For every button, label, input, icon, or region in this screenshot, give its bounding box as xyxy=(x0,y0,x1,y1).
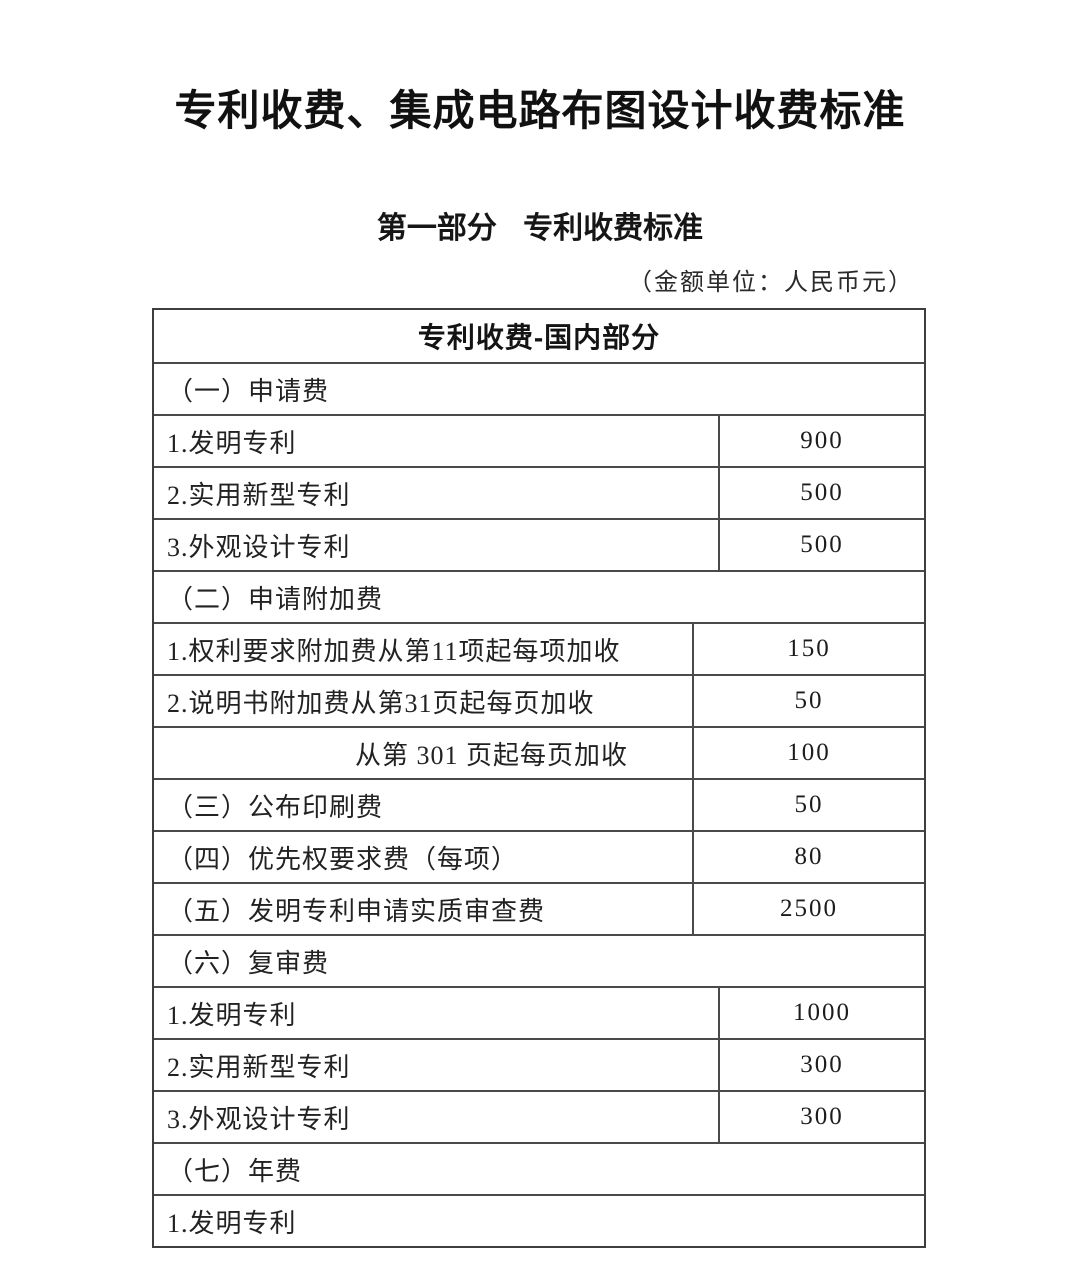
section-title: 第一部分 专利收费标准 xyxy=(376,212,704,245)
row-value: 100 xyxy=(787,739,831,766)
row-label: （一）申请费 xyxy=(167,376,330,406)
table-header-row: 专利收费-国内部分 xyxy=(154,310,924,362)
row-label: 2.实用新型专利 xyxy=(154,1040,720,1090)
table-row: （五）发明专利申请实质审查费 2500 xyxy=(154,882,924,934)
row-value: 80 xyxy=(794,843,824,870)
table-row: 1.发明专利 xyxy=(154,1194,924,1246)
table-row: （三）公布印刷费 50 xyxy=(154,778,924,830)
unit-note: （金额单位：人民币元） xyxy=(628,270,914,296)
table-row: 2.实用新型专利 300 xyxy=(154,1038,924,1090)
row-label: （六）复审费 xyxy=(167,948,330,978)
row-label: （五）发明专利申请实质审查费 xyxy=(154,884,694,934)
row-label: 1.发明专利 xyxy=(167,1208,297,1238)
table-row: （四）优先权要求费（每项） 80 xyxy=(154,830,924,882)
table-row: 3.外观设计专利 300 xyxy=(154,1090,924,1142)
row-label: 1.发明专利 xyxy=(154,416,720,466)
row-value: 1000 xyxy=(793,999,851,1026)
row-label: 3.外观设计专利 xyxy=(154,1092,720,1142)
row-value: 50 xyxy=(794,687,824,714)
table-row: 3.外观设计专利 500 xyxy=(154,518,924,570)
table-row: 1.发明专利 900 xyxy=(154,414,924,466)
row-label: 3.外观设计专利 xyxy=(154,520,720,570)
fee-table: 专利收费-国内部分 （一）申请费 1.发明专利 900 2.实用新型专利 500… xyxy=(152,308,926,1248)
row-value: 500 xyxy=(800,531,844,558)
table-row: （六）复审费 xyxy=(154,934,924,986)
table-row: 1.权利要求附加费从第11项起每项加收 150 xyxy=(154,622,924,674)
row-label: 1.权利要求附加费从第11项起每项加收 xyxy=(154,624,694,674)
row-value: 2500 xyxy=(780,895,838,922)
table-row: 2.实用新型专利 500 xyxy=(154,466,924,518)
row-value: 150 xyxy=(787,635,831,662)
row-label: 1.发明专利 xyxy=(154,988,720,1038)
row-label: （二）申请附加费 xyxy=(167,584,384,614)
row-value: 500 xyxy=(800,479,844,506)
table-row: 从第 301 页起每页加收 100 xyxy=(154,726,924,778)
table-row: 1.发明专利 1000 xyxy=(154,986,924,1038)
row-label: 从第 301 页起每页加收 xyxy=(154,728,694,778)
row-label: 2.说明书附加费从第31页起每页加收 xyxy=(154,676,694,726)
row-label: 2.实用新型专利 xyxy=(154,468,720,518)
row-value: 300 xyxy=(800,1051,844,1078)
row-label: （四）优先权要求费（每项） xyxy=(154,832,694,882)
table-row: （七）年费 xyxy=(154,1142,924,1194)
table-row: 2.说明书附加费从第31页起每页加收 50 xyxy=(154,674,924,726)
row-label: （七）年费 xyxy=(167,1156,303,1186)
row-value: 50 xyxy=(794,791,824,818)
row-value: 900 xyxy=(800,427,844,454)
row-value: 300 xyxy=(800,1103,844,1130)
document-title: 专利收费、集成电路布图设计收费标准 xyxy=(174,87,906,134)
table-row: （二）申请附加费 xyxy=(154,570,924,622)
table-row: （一）申请费 xyxy=(154,362,924,414)
row-label: （三）公布印刷费 xyxy=(154,780,694,830)
table-header-label: 专利收费-国内部分 xyxy=(417,322,661,353)
